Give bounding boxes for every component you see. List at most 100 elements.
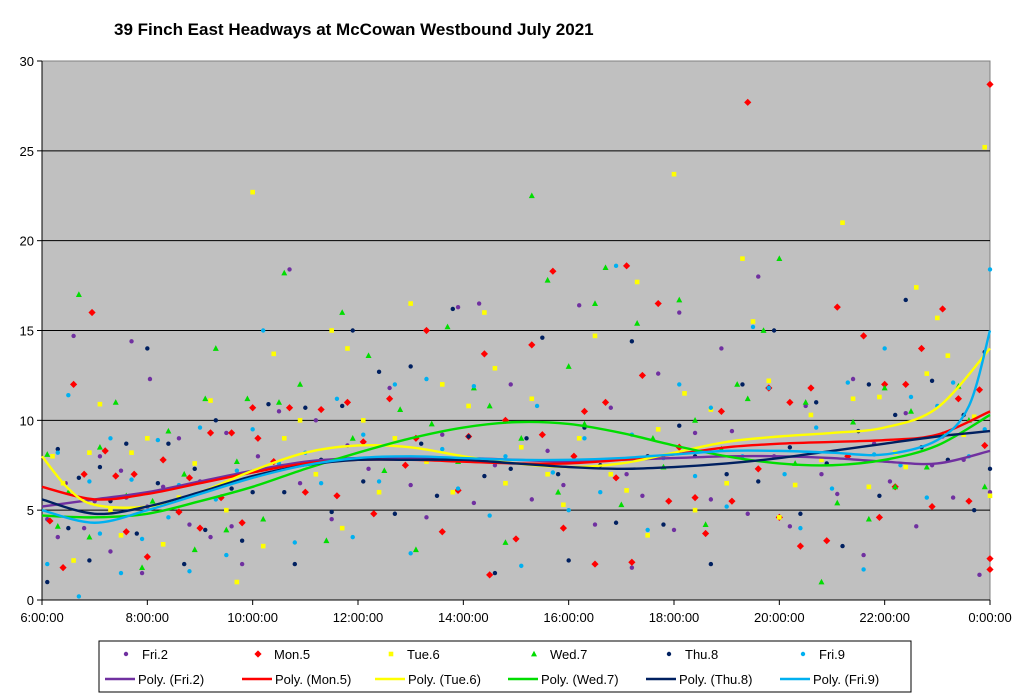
trendline-poly-fri-9 <box>41 330 992 524</box>
point-mon-5 <box>823 537 831 545</box>
point-thu-8 <box>45 579 50 585</box>
point-fri-2 <box>608 405 613 410</box>
point-mon-5 <box>717 407 725 415</box>
point-wed-7 <box>881 384 888 391</box>
point-wed-7 <box>923 463 930 470</box>
point-tue-6 <box>987 493 993 499</box>
point-tue-6 <box>234 579 240 585</box>
point-wed-7 <box>834 499 841 506</box>
point-thu-8 <box>124 441 129 446</box>
point-fri-9 <box>898 463 903 468</box>
point-fri-9 <box>613 263 619 269</box>
point-mon-5 <box>559 524 567 532</box>
point-mon-5 <box>285 404 294 412</box>
point-mon-5 <box>986 555 994 563</box>
point-wed-7 <box>223 526 230 533</box>
point-mon-5 <box>46 517 54 525</box>
point-thu-8 <box>97 464 103 470</box>
point-fri-2 <box>656 371 661 376</box>
point-fri-9 <box>724 504 729 509</box>
point-tue-6 <box>339 525 345 531</box>
point-mon-5 <box>159 456 167 464</box>
point-wed-7 <box>139 564 146 571</box>
point-fri-9 <box>882 346 887 351</box>
point-wed-7 <box>381 467 388 474</box>
point-fri-9 <box>440 446 445 452</box>
point-tue-6 <box>850 396 856 402</box>
point-fri-2 <box>803 403 808 409</box>
point-mon-5 <box>88 308 96 317</box>
point-tue-6 <box>160 542 166 547</box>
point-tue-6 <box>408 301 413 306</box>
point-mon-5 <box>370 510 378 518</box>
point-fri-2 <box>529 497 534 502</box>
point-fri-2 <box>756 274 761 279</box>
point-tue-6 <box>945 353 951 358</box>
point-mon-5 <box>70 380 78 388</box>
y-tick-label: 20 <box>20 234 34 249</box>
x-tick-label: 12:00:00 <box>333 610 384 625</box>
axes: 0 5 10 15 20 25 30 6:00:00 8:00:00 10:00:00 12:00:… <box>20 54 1012 625</box>
point-fri-9 <box>829 486 835 491</box>
point-mon-5 <box>975 386 984 394</box>
point-thu-8 <box>292 561 297 567</box>
x-tick-label: 16:00:00 <box>543 610 594 625</box>
point-thu-8 <box>466 434 471 439</box>
point-wed-7 <box>202 395 209 402</box>
point-fri-2 <box>850 376 856 382</box>
point-thu-8 <box>203 527 208 533</box>
point-tue-6 <box>576 436 582 441</box>
point-fri-9 <box>455 486 461 491</box>
point-fri-2 <box>729 428 735 434</box>
point-wed-7 <box>260 515 267 522</box>
point-thu-8 <box>508 466 513 472</box>
point-mon-5 <box>939 305 947 313</box>
point-fri-2 <box>561 482 566 488</box>
point-fri-2 <box>147 376 153 382</box>
point-mon-5 <box>343 398 352 406</box>
point-wed-7 <box>592 300 598 306</box>
point-fri-9 <box>139 536 145 542</box>
point-mon-5 <box>902 380 910 388</box>
point-mon-5 <box>591 560 599 568</box>
point-tue-6 <box>50 453 55 459</box>
point-mon-5 <box>623 262 631 270</box>
point-wed-7 <box>528 192 535 199</box>
point-fri-9 <box>392 382 398 387</box>
point-wed-7 <box>676 296 683 303</box>
point-mon-5 <box>486 571 494 579</box>
point-fri-9 <box>376 479 382 484</box>
point-mon-5 <box>786 398 794 406</box>
point-fri-2 <box>313 418 319 423</box>
point-fri-2 <box>861 552 866 558</box>
point-tue-6 <box>971 414 977 420</box>
point-tue-6 <box>329 328 334 333</box>
point-wed-7 <box>276 399 282 405</box>
point-fri-2 <box>677 310 682 315</box>
point-thu-8 <box>350 328 355 333</box>
point-wed-7 <box>908 408 914 414</box>
point-wed-7 <box>802 399 809 405</box>
point-wed-7 <box>349 435 356 441</box>
x-tick-label: 18:00:00 <box>649 610 700 625</box>
point-wed-7 <box>518 435 525 441</box>
point-tue-6 <box>777 515 782 520</box>
point-tue-6 <box>819 457 824 463</box>
point-fri-2 <box>55 534 60 540</box>
legend-label-tue-6: Tue.6 <box>407 647 440 662</box>
point-wed-7 <box>428 420 435 427</box>
point-fri-9 <box>350 534 355 540</box>
point-mon-5 <box>301 488 309 496</box>
point-thu-8 <box>145 346 150 351</box>
point-fri-2 <box>239 561 245 567</box>
point-fri-2 <box>408 482 413 488</box>
point-wed-7 <box>444 323 451 330</box>
point-wed-7 <box>75 291 82 297</box>
point-fri-9 <box>224 552 229 558</box>
point-fri-2 <box>455 304 461 310</box>
point-mon-5 <box>112 472 120 480</box>
point-thu-8 <box>166 441 171 446</box>
point-fri-9 <box>550 470 556 475</box>
point-mon-5 <box>217 493 225 502</box>
point-wed-7 <box>634 320 641 326</box>
